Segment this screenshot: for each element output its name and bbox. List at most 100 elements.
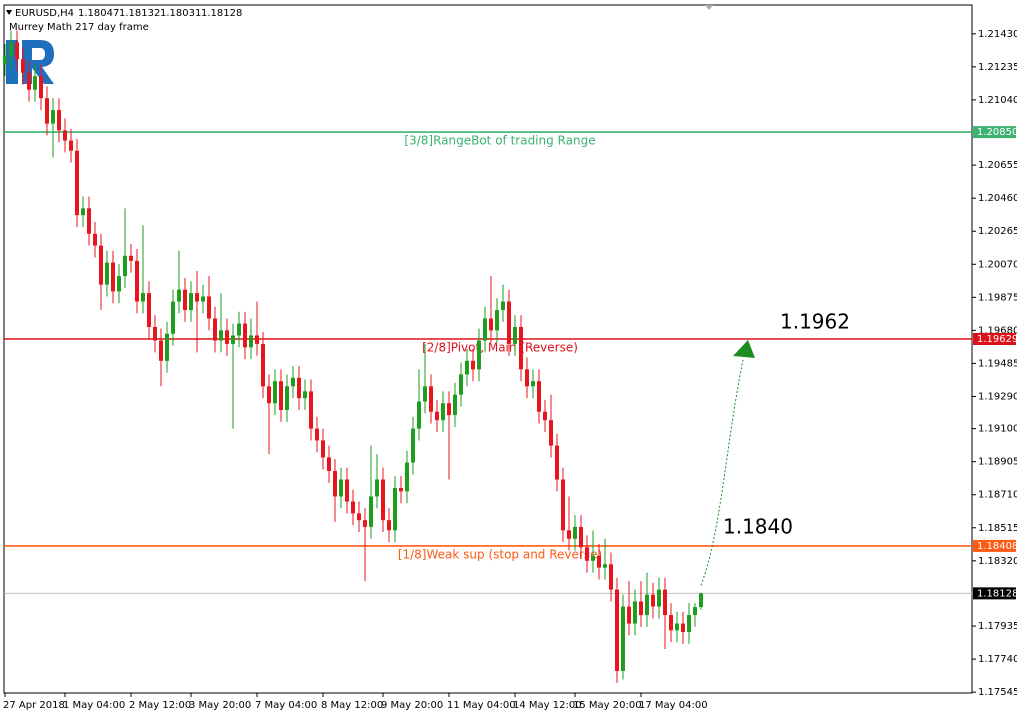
candle-body [129, 255, 133, 261]
candle-body [153, 326, 157, 341]
level-price-box [973, 126, 1016, 139]
y-tick-label: 1.19875 [978, 292, 1017, 303]
candle-body [327, 457, 331, 472]
x-tick-label: 27 Apr 2018 [3, 700, 65, 711]
candle-body [195, 293, 199, 302]
candle-body [489, 318, 493, 331]
candle-body [285, 386, 289, 411]
y-tick-label: 1.17545 [978, 687, 1017, 698]
candle-body [363, 520, 367, 527]
candle-body [471, 360, 475, 370]
candle-body [543, 411, 547, 421]
candle-body [645, 594, 649, 616]
candle-body [9, 42, 13, 56]
candle-body [27, 72, 31, 90]
candle-body [39, 76, 43, 99]
candle-body [345, 479, 349, 502]
candle-body [423, 386, 427, 402]
candle-body [87, 208, 91, 234]
current-price-box [973, 587, 1016, 600]
candle-body [501, 301, 505, 311]
forecast-arrow [700, 359, 744, 586]
candle-body [351, 501, 355, 514]
y-tick-label: 1.21235 [978, 62, 1017, 73]
candle-body [375, 479, 379, 497]
candle-body [459, 374, 463, 395]
candle-body [369, 496, 373, 527]
annotation: 1.1840 [723, 515, 793, 539]
level-text: [3/8]RangeBot of trading Range [404, 134, 595, 148]
x-tick-label: 14 May 12:00 [513, 700, 582, 711]
candle-body [507, 301, 511, 344]
forecast-arrowhead [733, 340, 755, 358]
candle-body [315, 428, 319, 441]
header-ohlc: 1.18047 [78, 8, 119, 19]
candle-body [381, 479, 385, 521]
candle-body [357, 513, 361, 521]
candle-body [105, 262, 109, 285]
candle-body [333, 471, 337, 497]
x-tick-label: 3 May 20:00 [189, 700, 251, 711]
candle-body [213, 318, 217, 341]
level-price-label: 1.18408 [977, 541, 1017, 552]
candle-body [603, 564, 607, 568]
candle-body [453, 394, 457, 416]
y-tick-label: 1.20460 [978, 193, 1017, 204]
candle-body [699, 593, 703, 608]
candle-body [177, 289, 181, 302]
x-tick-label: 15 May 20:00 [573, 700, 642, 711]
level-text: [2/8]Pivot, Main (Reverse) [422, 341, 578, 355]
indicator-name: Murrey Math 217 day frame [9, 22, 149, 33]
candle-body [621, 606, 625, 671]
y-tick-label: 1.17740 [978, 654, 1017, 665]
candle-body [387, 520, 391, 531]
candle-body [237, 323, 241, 336]
current-price-label: 1.18128 [977, 588, 1017, 599]
candle-body [159, 340, 163, 361]
candle-body [609, 564, 613, 590]
candle-body [51, 110, 55, 124]
level-text: [1/8]Weak sup (stop and Reverse) [398, 547, 602, 561]
y-tick-label: 1.20655 [978, 160, 1017, 171]
x-tick-label: 9 May 20:00 [381, 700, 443, 711]
candle-body [579, 526, 583, 548]
candle-body [171, 301, 175, 334]
y-tick-label: 1.21430 [978, 29, 1017, 40]
candle-body [681, 623, 685, 632]
candle-body [231, 335, 235, 344]
symbol: EURUSD,H4 [15, 8, 74, 19]
candle-body [585, 547, 589, 561]
candle-body [627, 606, 631, 624]
candle-body [81, 208, 85, 216]
candle-body [45, 98, 49, 124]
y-tick-label: 1.18710 [978, 490, 1017, 501]
level-price-box [973, 333, 1016, 346]
candle-body [3, 55, 7, 65]
candle-body [393, 487, 397, 531]
candle-body [537, 381, 541, 412]
candle-body [429, 386, 433, 412]
candle-body [99, 245, 103, 285]
shift-marker [705, 5, 713, 10]
y-tick-label: 1.18515 [978, 523, 1017, 534]
candle-body [657, 589, 661, 607]
x-tick-label: 2 May 12:00 [129, 700, 191, 711]
candle-body [555, 445, 559, 480]
candle-body [93, 233, 97, 246]
candle-body [531, 381, 535, 387]
candle-body [495, 310, 499, 331]
candle-body [141, 293, 145, 302]
header-ohlc: 1.18128 [201, 8, 242, 19]
candle-body [339, 479, 343, 497]
candle-body [111, 262, 115, 292]
candle-body [591, 555, 595, 561]
candle-body [291, 377, 295, 387]
candle-body [597, 555, 601, 568]
candle-body [165, 333, 169, 361]
candle-body [669, 615, 673, 631]
candle-body [207, 296, 211, 319]
y-tick-label: 1.20070 [978, 259, 1017, 270]
candle-body [447, 403, 451, 416]
